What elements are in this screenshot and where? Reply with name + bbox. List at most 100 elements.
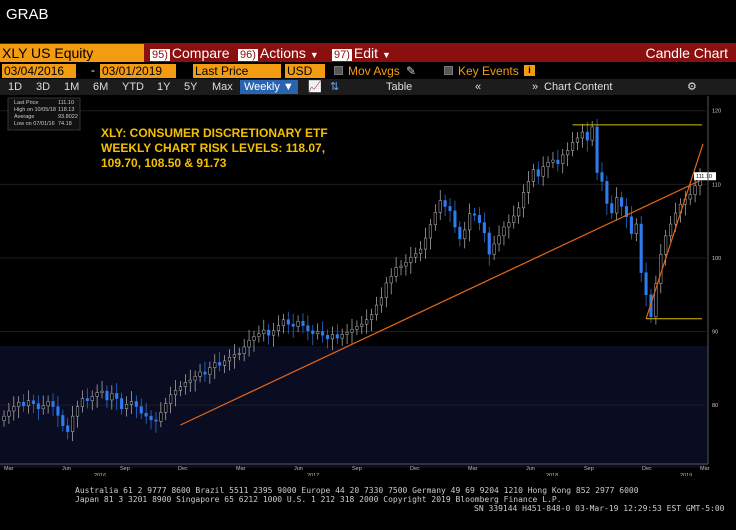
candle-body bbox=[566, 150, 570, 156]
timeframe-6m[interactable]: 6M bbox=[93, 81, 109, 93]
candle-body bbox=[22, 401, 26, 407]
candle-body bbox=[223, 360, 227, 366]
candle-body bbox=[472, 213, 477, 216]
pencil-icon[interactable]: ✎ bbox=[406, 64, 417, 78]
candle-body bbox=[394, 267, 398, 277]
candle-body bbox=[468, 213, 472, 231]
candle-body bbox=[252, 336, 256, 341]
legend-average-value: 93.8022 bbox=[58, 114, 78, 120]
candle-body bbox=[213, 362, 217, 368]
candle-body bbox=[664, 235, 668, 255]
plot-shaded-region bbox=[0, 346, 708, 468]
candle-body bbox=[218, 362, 222, 366]
footer-line-1: Australia 61 2 9777 8600 Brazil 5511 239… bbox=[75, 486, 639, 495]
compare-label: Compare bbox=[171, 45, 230, 61]
candle-body bbox=[526, 181, 531, 193]
window-title: GRAB bbox=[6, 6, 49, 23]
candle-body bbox=[350, 329, 354, 333]
candle-body bbox=[330, 334, 334, 340]
key-events-checkbox[interactable] bbox=[444, 66, 453, 75]
candle-body bbox=[124, 404, 129, 410]
candle-body bbox=[164, 403, 168, 413]
timeframe-5y[interactable]: 5Y bbox=[184, 81, 198, 93]
candle-body bbox=[80, 398, 84, 407]
candle-body bbox=[605, 181, 609, 204]
candle-body bbox=[272, 330, 276, 336]
candle-body bbox=[26, 400, 31, 407]
candle-body bbox=[595, 126, 599, 173]
timeframe-bar bbox=[0, 79, 736, 95]
candle-body bbox=[173, 390, 178, 396]
timeframe-1y[interactable]: 1Y bbox=[157, 81, 171, 93]
chevron-down-icon: ▼ bbox=[309, 50, 319, 60]
line-chart-icon[interactable]: 📈 bbox=[308, 81, 322, 93]
candle-body bbox=[46, 401, 50, 407]
chevron-down-icon: ▼ bbox=[382, 50, 391, 60]
y-tick-label: 90 bbox=[712, 330, 718, 336]
mov-avgs-label[interactable]: Mov Avgs bbox=[348, 64, 400, 78]
expand-right-icon[interactable]: » bbox=[532, 81, 539, 93]
candle-body bbox=[257, 333, 261, 337]
candle-body bbox=[154, 419, 158, 422]
legend-average-label: Average bbox=[14, 114, 34, 120]
x-year-label: 2017 bbox=[307, 473, 319, 476]
candle-body bbox=[389, 276, 393, 284]
candle-body bbox=[51, 401, 55, 407]
currency-select[interactable]: USD bbox=[285, 64, 325, 78]
start-date-field[interactable]: 03/04/2016 bbox=[2, 64, 76, 78]
x-month-label: Dec bbox=[410, 466, 420, 472]
candle-body bbox=[610, 203, 614, 214]
key-events-label[interactable]: Key Events bbox=[458, 64, 519, 78]
candle-body bbox=[634, 223, 638, 234]
x-month-label: Dec bbox=[642, 466, 652, 472]
date-separator: - bbox=[91, 63, 95, 77]
candle-body bbox=[276, 325, 281, 332]
timeframe-1d[interactable]: 1D bbox=[8, 81, 23, 93]
compare-button[interactable]: 95) Compare bbox=[150, 44, 230, 62]
table-button[interactable]: Table bbox=[386, 81, 413, 93]
candle-body bbox=[419, 248, 423, 254]
period-select[interactable]: Weekly ▼ bbox=[240, 80, 298, 94]
candle-body bbox=[325, 334, 330, 340]
timeframe-max[interactable]: Max bbox=[212, 81, 233, 93]
candle-body bbox=[423, 237, 428, 250]
candle-body bbox=[335, 334, 339, 339]
candle-body bbox=[673, 212, 678, 225]
settings-icon[interactable]: ⚙ bbox=[687, 81, 697, 93]
candle-body bbox=[183, 382, 187, 387]
chart-content-button[interactable]: Chart Content bbox=[544, 81, 613, 93]
candle-body bbox=[61, 415, 65, 426]
field-select[interactable]: Last Price bbox=[193, 64, 281, 78]
info-icon[interactable]: i bbox=[524, 65, 535, 76]
candle-body bbox=[414, 253, 418, 258]
candle-body bbox=[90, 396, 94, 401]
timeframe-1m[interactable]: 1M bbox=[64, 81, 80, 93]
x-year-label: 2018 bbox=[546, 473, 558, 476]
mov-avgs-checkbox[interactable] bbox=[334, 66, 343, 75]
x-month-label: Mar bbox=[236, 466, 246, 472]
y-tick-label: 100 bbox=[712, 256, 721, 262]
edit-button[interactable]: 97) Edit ▼ bbox=[332, 44, 391, 62]
candle-chart-icon[interactable]: ⇅ bbox=[330, 81, 340, 93]
candle-body bbox=[188, 379, 192, 383]
x-year-label: 2016 bbox=[94, 473, 106, 476]
collapse-left-icon[interactable]: « bbox=[475, 81, 482, 93]
timeframe-3d[interactable]: 3D bbox=[36, 81, 51, 93]
candle-body bbox=[463, 229, 467, 240]
footer-line-3: SN 339144 H451-848-0 03-Mar-19 12:29:53 … bbox=[474, 504, 725, 513]
candle-body bbox=[458, 226, 462, 240]
chart-type-title: Candle Chart bbox=[645, 45, 729, 61]
ticker-field[interactable]: XLY US Equity bbox=[0, 44, 144, 62]
timeframe-ytd[interactable]: YTD bbox=[122, 81, 144, 93]
last-price-tag bbox=[694, 172, 716, 181]
candle-body bbox=[12, 406, 16, 412]
candle-body bbox=[644, 272, 648, 295]
x-month-label: Mar bbox=[468, 466, 478, 472]
candle-body bbox=[301, 320, 305, 326]
candle-body bbox=[502, 226, 506, 237]
end-date-field[interactable]: 03/01/2019 bbox=[100, 64, 176, 78]
actions-button[interactable]: 96) Actions ▼ bbox=[238, 44, 319, 62]
last-price-tag-label: 111.10 bbox=[696, 174, 712, 180]
x-month-label: Jun bbox=[526, 466, 535, 472]
price-chart[interactable]: 111.10 80 90 100 110 120 Mar Jun Sep Dec Mar Jun S… bbox=[0, 96, 736, 476]
